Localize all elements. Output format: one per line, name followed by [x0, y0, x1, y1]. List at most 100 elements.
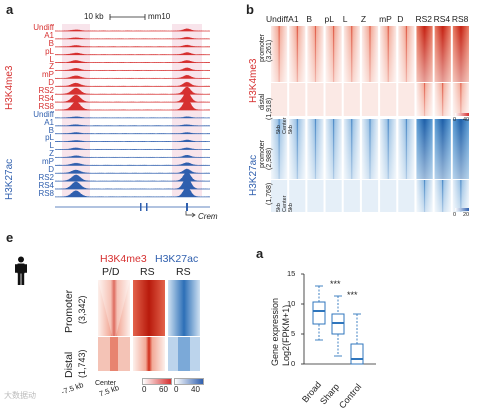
heatmap-header-3: pL — [324, 14, 334, 24]
track-label-h3k27ac-2: B — [48, 125, 54, 135]
heatmap-block — [325, 26, 342, 82]
track-label-h3k27ac-0: Undiff — [33, 109, 54, 119]
boxplot-tick-15: 15 — [287, 269, 296, 278]
heatmap-block — [380, 83, 397, 116]
gene-label: Crem — [198, 212, 218, 221]
scale-chr-label: mm10 — [148, 12, 171, 21]
track-signal — [55, 52, 210, 56]
heatmap-header-10: RS8 — [451, 14, 469, 24]
e-scale-blue-40: 40 — [191, 385, 200, 394]
boxplot-cat-control: Control — [337, 381, 364, 410]
track-signal — [55, 28, 210, 32]
e-scale-red-60: 60 — [159, 385, 168, 394]
track-signal — [55, 124, 210, 127]
panel-b-letter: b — [246, 2, 254, 17]
heatmap-block — [307, 83, 324, 116]
heatmap-block — [380, 180, 397, 212]
panel-e-letter: e — [6, 230, 14, 245]
heatmap-block — [343, 119, 360, 179]
heatmap-block — [271, 119, 288, 179]
track-signal — [55, 186, 210, 198]
track-label-h3k27ac-6: mP — [42, 157, 54, 167]
track-label-h3k4me3-4: L — [49, 54, 54, 64]
boxplot-sig-1: *** — [330, 279, 341, 289]
heatmap-block — [361, 26, 379, 82]
heatmap-block — [307, 26, 324, 82]
e-col-rs1: RS — [140, 266, 155, 278]
track-label-h3k4me3-9: RS4 — [38, 94, 54, 104]
track-label-h3k27ac-7: D — [48, 165, 54, 175]
b-distal-top-n: (1,918) — [266, 97, 273, 120]
heatmap-header-7: D — [397, 14, 404, 24]
track-label-h3k27ac-8: RS2 — [38, 172, 54, 182]
track-label-h3k4me3-10: RS8 — [38, 101, 54, 111]
track-signal — [55, 98, 210, 111]
b-blue-scale — [455, 208, 469, 211]
heatmap-block — [434, 119, 451, 179]
heatmap-block — [343, 180, 360, 212]
heatmap-block — [361, 180, 379, 212]
b-promoter-bot: promoter — [259, 139, 266, 168]
heatmap-block — [343, 83, 360, 116]
boxplot — [301, 273, 376, 365]
track-signal — [55, 91, 210, 103]
track-signal — [55, 168, 210, 174]
track-label-h3k27ac-4: L — [49, 141, 54, 151]
heatmap-block — [325, 180, 342, 212]
b-h3k4me3-label: H3K4me3 — [248, 58, 259, 103]
heatmap-block — [289, 119, 306, 179]
e-axis-left: -7.5 kb — [60, 380, 85, 397]
heatmap-block — [380, 26, 397, 82]
heatmap-header-1: A1 — [288, 14, 299, 24]
b-distal-top: distal — [259, 93, 266, 110]
track-signal — [55, 132, 210, 135]
heatmap-header-2: B — [306, 14, 313, 24]
heatmap-block — [325, 119, 342, 179]
track-label-h3k27ac-3: pL — [45, 133, 54, 143]
heatmap-block — [271, 26, 288, 82]
b-red-scale — [455, 113, 469, 116]
heatmap-header-9: RS4 — [433, 14, 451, 24]
panel-a-letter: a — [6, 2, 14, 17]
boxplot-tick-0: 0 — [291, 359, 296, 368]
track-signal — [55, 147, 210, 150]
b-scale-bot-0: 0 — [453, 212, 457, 218]
heatmap-block — [307, 180, 324, 212]
boxplot-tick-5: 5 — [291, 329, 296, 338]
track-label-h3k4me3-3: pL — [45, 46, 54, 56]
e-promoter-n: (3,342) — [77, 295, 87, 324]
track-signal — [55, 139, 210, 142]
e-h3k4me3: H3K4me3 — [100, 253, 147, 265]
panel-a2-letter: a — [256, 246, 264, 261]
scale-bar-label: 10 kb — [84, 12, 104, 21]
heatmap-block — [271, 180, 288, 212]
heatmap-block — [271, 83, 288, 116]
heatmap-block — [416, 83, 433, 116]
heatmap-block — [361, 119, 379, 179]
track-label-h3k4me3-2: B — [48, 38, 54, 48]
track-signal — [55, 44, 210, 48]
track-label-h3k4me3-0: Undiff — [33, 23, 54, 32]
track-label-h3k27ac-9: RS4 — [38, 180, 54, 190]
e-promoter: Promoter — [63, 289, 75, 333]
track-label-h3k4me3-7: D — [48, 78, 54, 88]
heatmap-block — [416, 26, 433, 82]
track-label-h3k27ac-5: Z — [49, 149, 54, 159]
track-panel — [55, 14, 210, 218]
track-signal — [55, 67, 210, 71]
track-signal — [55, 162, 210, 166]
track-signal — [55, 116, 210, 119]
heatmap-block — [289, 83, 306, 116]
heatmap-block — [398, 26, 415, 82]
track-label-h3k4me3-1: A1 — [44, 30, 54, 40]
heatmap-block — [325, 83, 342, 116]
stage-heatmaps — [271, 26, 469, 212]
track-signal — [55, 36, 210, 40]
e-distal-n: (1,743) — [77, 349, 87, 378]
heatmap-block — [416, 119, 433, 179]
track-label-h3k4me3-6: mP — [42, 70, 54, 80]
e-col-pd: P/D — [102, 266, 120, 278]
heatmap-header-4: L — [342, 14, 348, 24]
heatmap-block — [434, 26, 451, 82]
